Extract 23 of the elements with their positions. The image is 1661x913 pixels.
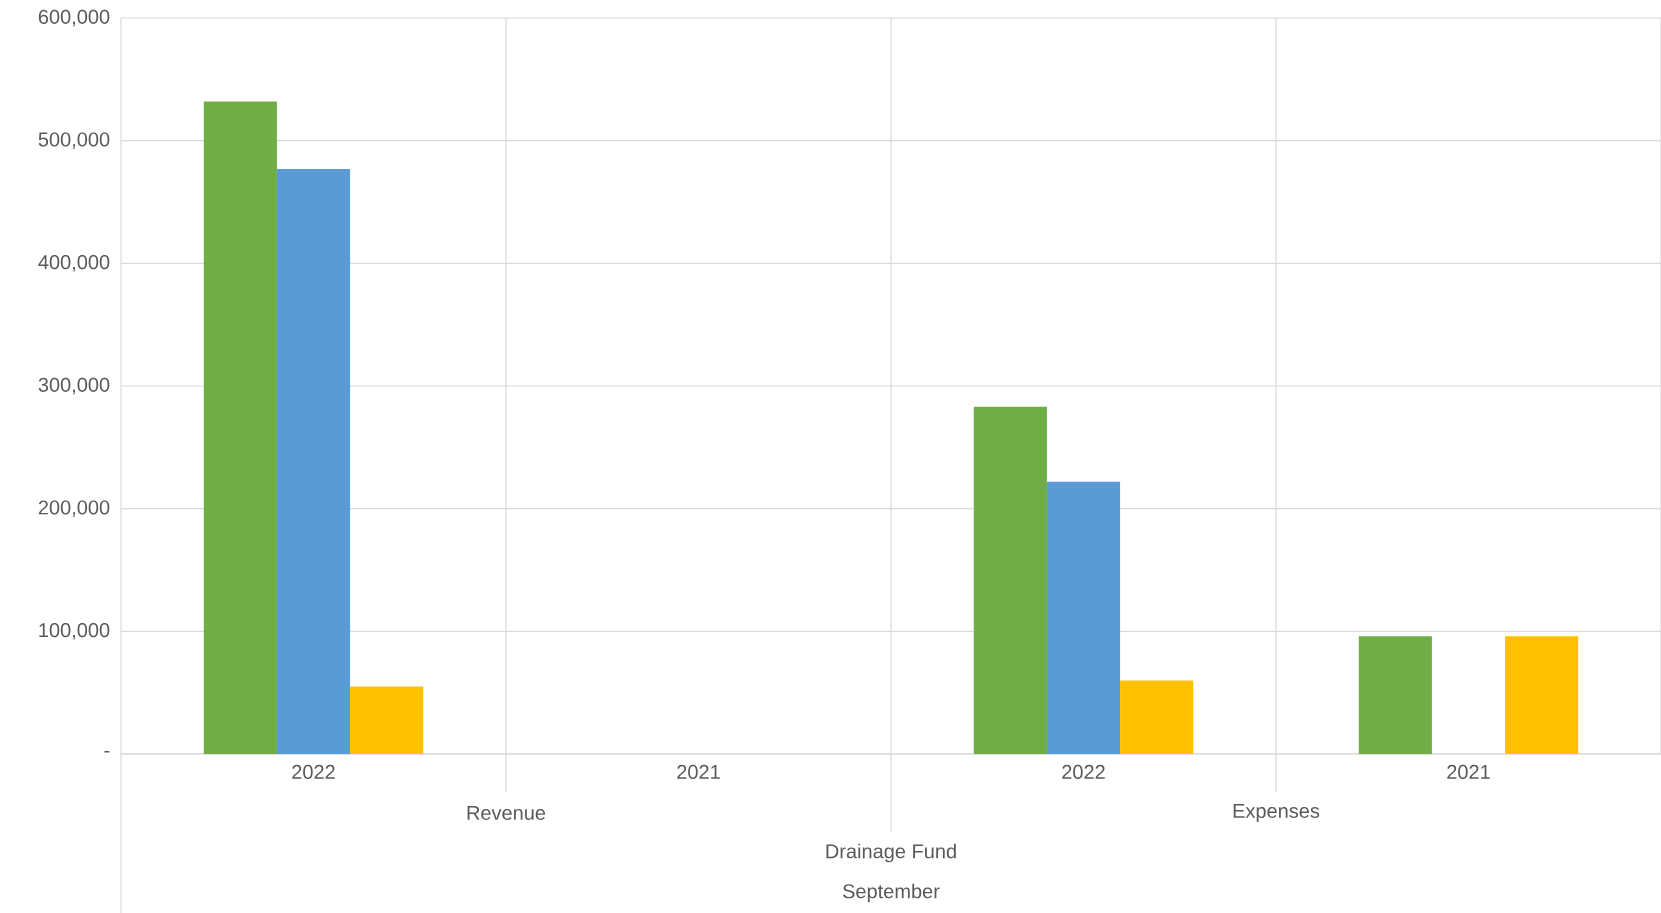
y-tick-label: 200,000 [38, 500, 110, 517]
bar [973, 406, 1047, 754]
y-tick-label: 300,000 [38, 377, 110, 395]
text: September [842, 883, 940, 903]
bar [1120, 680, 1194, 754]
text: Drainage Fund [826, 843, 956, 863]
bar [276, 168, 351, 754]
bar [1358, 636, 1432, 754]
bar [1046, 481, 1121, 754]
x-tick-label: 2021 [1447, 764, 1490, 780]
text: Expenses [1233, 804, 1320, 822]
x-tick-label: 2022 [1062, 764, 1105, 780]
y-tick-label: 100,000 [39, 623, 110, 640]
x-tick-label: 2021 [677, 764, 720, 780]
y-tick-label: 500,000 [38, 132, 110, 149]
bar [1505, 636, 1579, 754]
y-tick-label: 400,000 [38, 255, 110, 272]
y-tick-label: 600,000 [38, 9, 110, 27]
x-tick-label: 2022 [292, 764, 335, 780]
bar [203, 101, 277, 754]
y-tick-label: - [104, 750, 110, 753]
bar [350, 686, 424, 754]
text: Revenue [467, 806, 546, 820]
